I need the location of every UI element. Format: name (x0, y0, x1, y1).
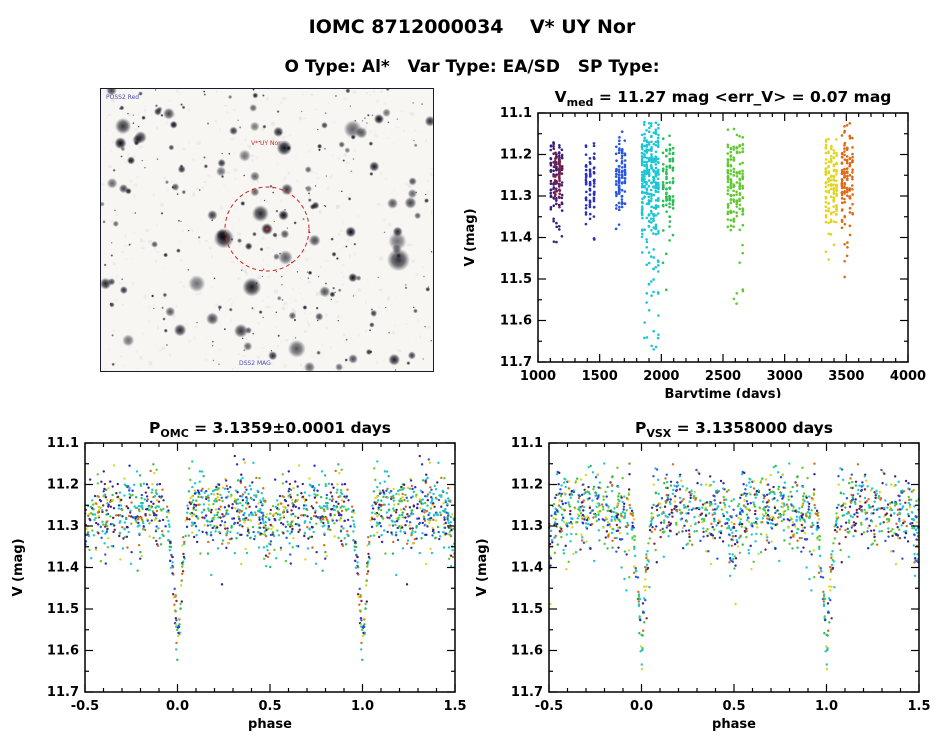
page-title: IOMC 8712000034 V* UY Nor (308, 16, 636, 38)
phase-omc-chart-canvas (0, 408, 480, 743)
phase-vsx-chart-canvas (464, 408, 944, 743)
page-subtitle: O Type: Al* Var Type: EA/SD SP Type: (284, 57, 660, 77)
barytime-chart-canvas (460, 85, 944, 398)
finding-chart-image (100, 88, 434, 372)
